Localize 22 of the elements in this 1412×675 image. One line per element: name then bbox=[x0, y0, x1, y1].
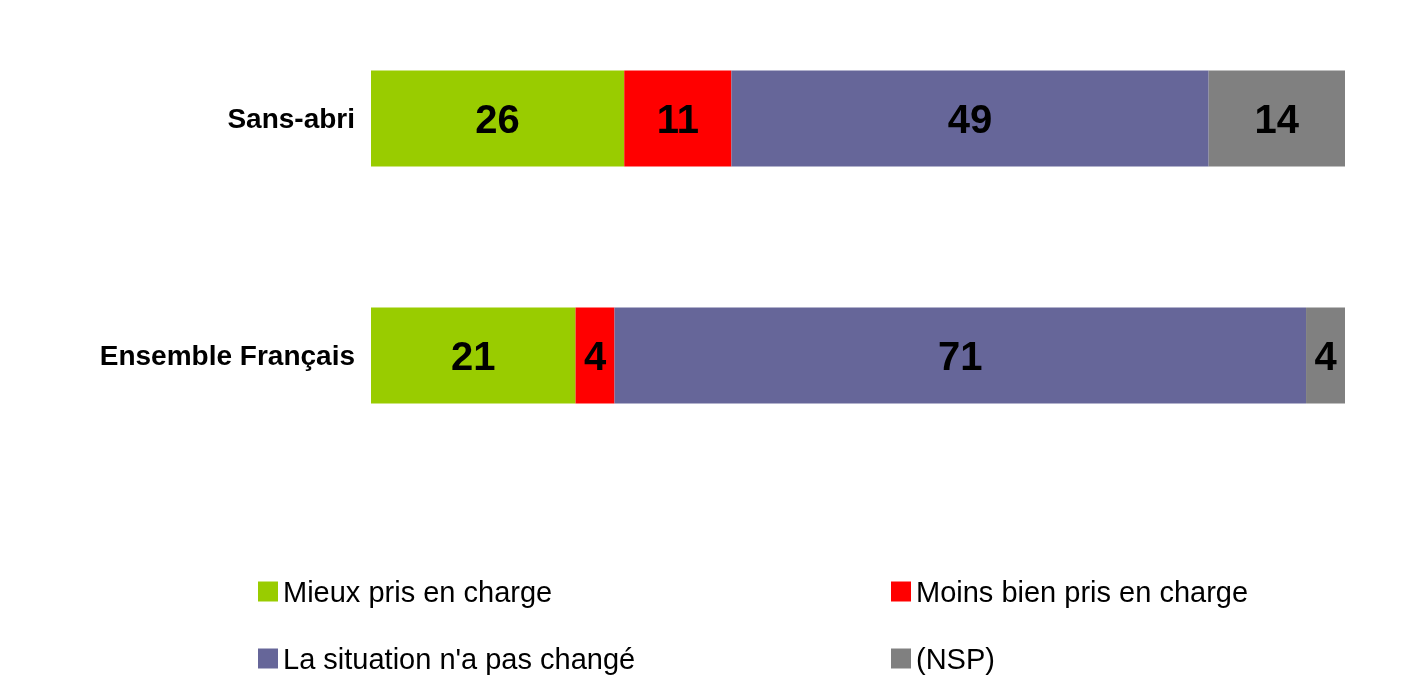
y-tick-label: Ensemble Français bbox=[99, 340, 355, 371]
bar bbox=[624, 70, 732, 167]
bar bbox=[1306, 307, 1345, 404]
bar bbox=[1208, 70, 1345, 167]
bar bbox=[371, 307, 576, 404]
y-tick-label: Sans-abri bbox=[227, 103, 355, 134]
legend-label: Moins bien pris en charge bbox=[916, 575, 1249, 608]
legend-label: Mieux pris en charge bbox=[283, 575, 553, 608]
legend-label: (NSP) bbox=[916, 642, 995, 675]
data-label: 11 bbox=[656, 96, 699, 141]
data-label: 4 bbox=[1314, 333, 1338, 378]
data-label: 49 bbox=[947, 96, 993, 141]
data-label: 14 bbox=[1254, 96, 1300, 141]
data-label: 26 bbox=[475, 96, 520, 141]
data-label: 21 bbox=[451, 333, 496, 378]
data-label: 4 bbox=[583, 333, 607, 378]
bar bbox=[575, 307, 615, 404]
data-label: 71 bbox=[938, 333, 983, 378]
bar bbox=[731, 70, 1209, 167]
bar bbox=[614, 307, 1307, 404]
bar bbox=[371, 70, 625, 167]
legend-label: La situation n'a pas changé bbox=[283, 642, 636, 675]
